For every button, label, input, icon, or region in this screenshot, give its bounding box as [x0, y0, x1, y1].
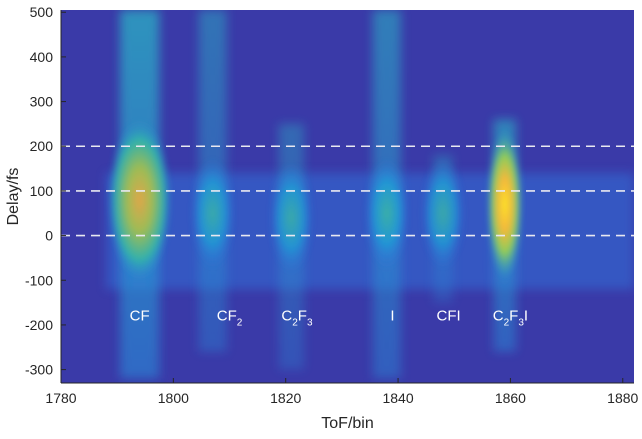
plot-area	[61, 10, 634, 383]
x-tick-label: 1860	[495, 390, 526, 406]
peak-spot-c2f3i	[486, 129, 523, 280]
y-tick-label: 500	[30, 4, 54, 20]
peak-label-0: CF	[130, 307, 150, 324]
reference-lines	[61, 145, 634, 237]
x-axis-label: ToF/bin	[321, 415, 373, 432]
x-tick-label: 1820	[270, 390, 301, 406]
y-tick-label: 100	[30, 183, 54, 199]
peak-spot-cf	[107, 119, 172, 280]
peak-spot-i	[364, 158, 409, 269]
y-tick-label: -200	[25, 317, 53, 333]
y-tick-label: 200	[30, 138, 54, 154]
y-tick-label: 300	[30, 94, 54, 110]
x-tick-label: 1800	[158, 390, 189, 406]
y-tick-label: 0	[45, 228, 53, 244]
peak-label-4: CFI	[437, 307, 461, 324]
peak-label-5: C2F3I	[493, 307, 528, 328]
y-tick-label: 400	[30, 49, 54, 65]
x-tick-label: 1880	[607, 390, 638, 406]
x-tick-label: 1780	[45, 390, 76, 406]
peak-label-1: CF2	[217, 307, 243, 328]
y-tick-label: -300	[25, 362, 53, 378]
peak-spot-c2f3	[269, 162, 314, 273]
y-tick-label: -100	[25, 272, 53, 288]
y-axis-label: Delay/fs	[5, 168, 22, 226]
peak-label-3: I	[390, 307, 394, 324]
peak-spot-cfi	[421, 158, 465, 269]
peak-spot-cf2	[190, 158, 235, 269]
peak-annotations: CF CF2 C2F3 I CFI C2F3I	[130, 307, 528, 328]
axes: 1780 1800 1820 1840 1860 1880 500 400 300 200 100 0…	[25, 4, 639, 406]
peak-label-2: C2F3	[281, 307, 313, 328]
x-tick-label: 1840	[382, 390, 413, 406]
